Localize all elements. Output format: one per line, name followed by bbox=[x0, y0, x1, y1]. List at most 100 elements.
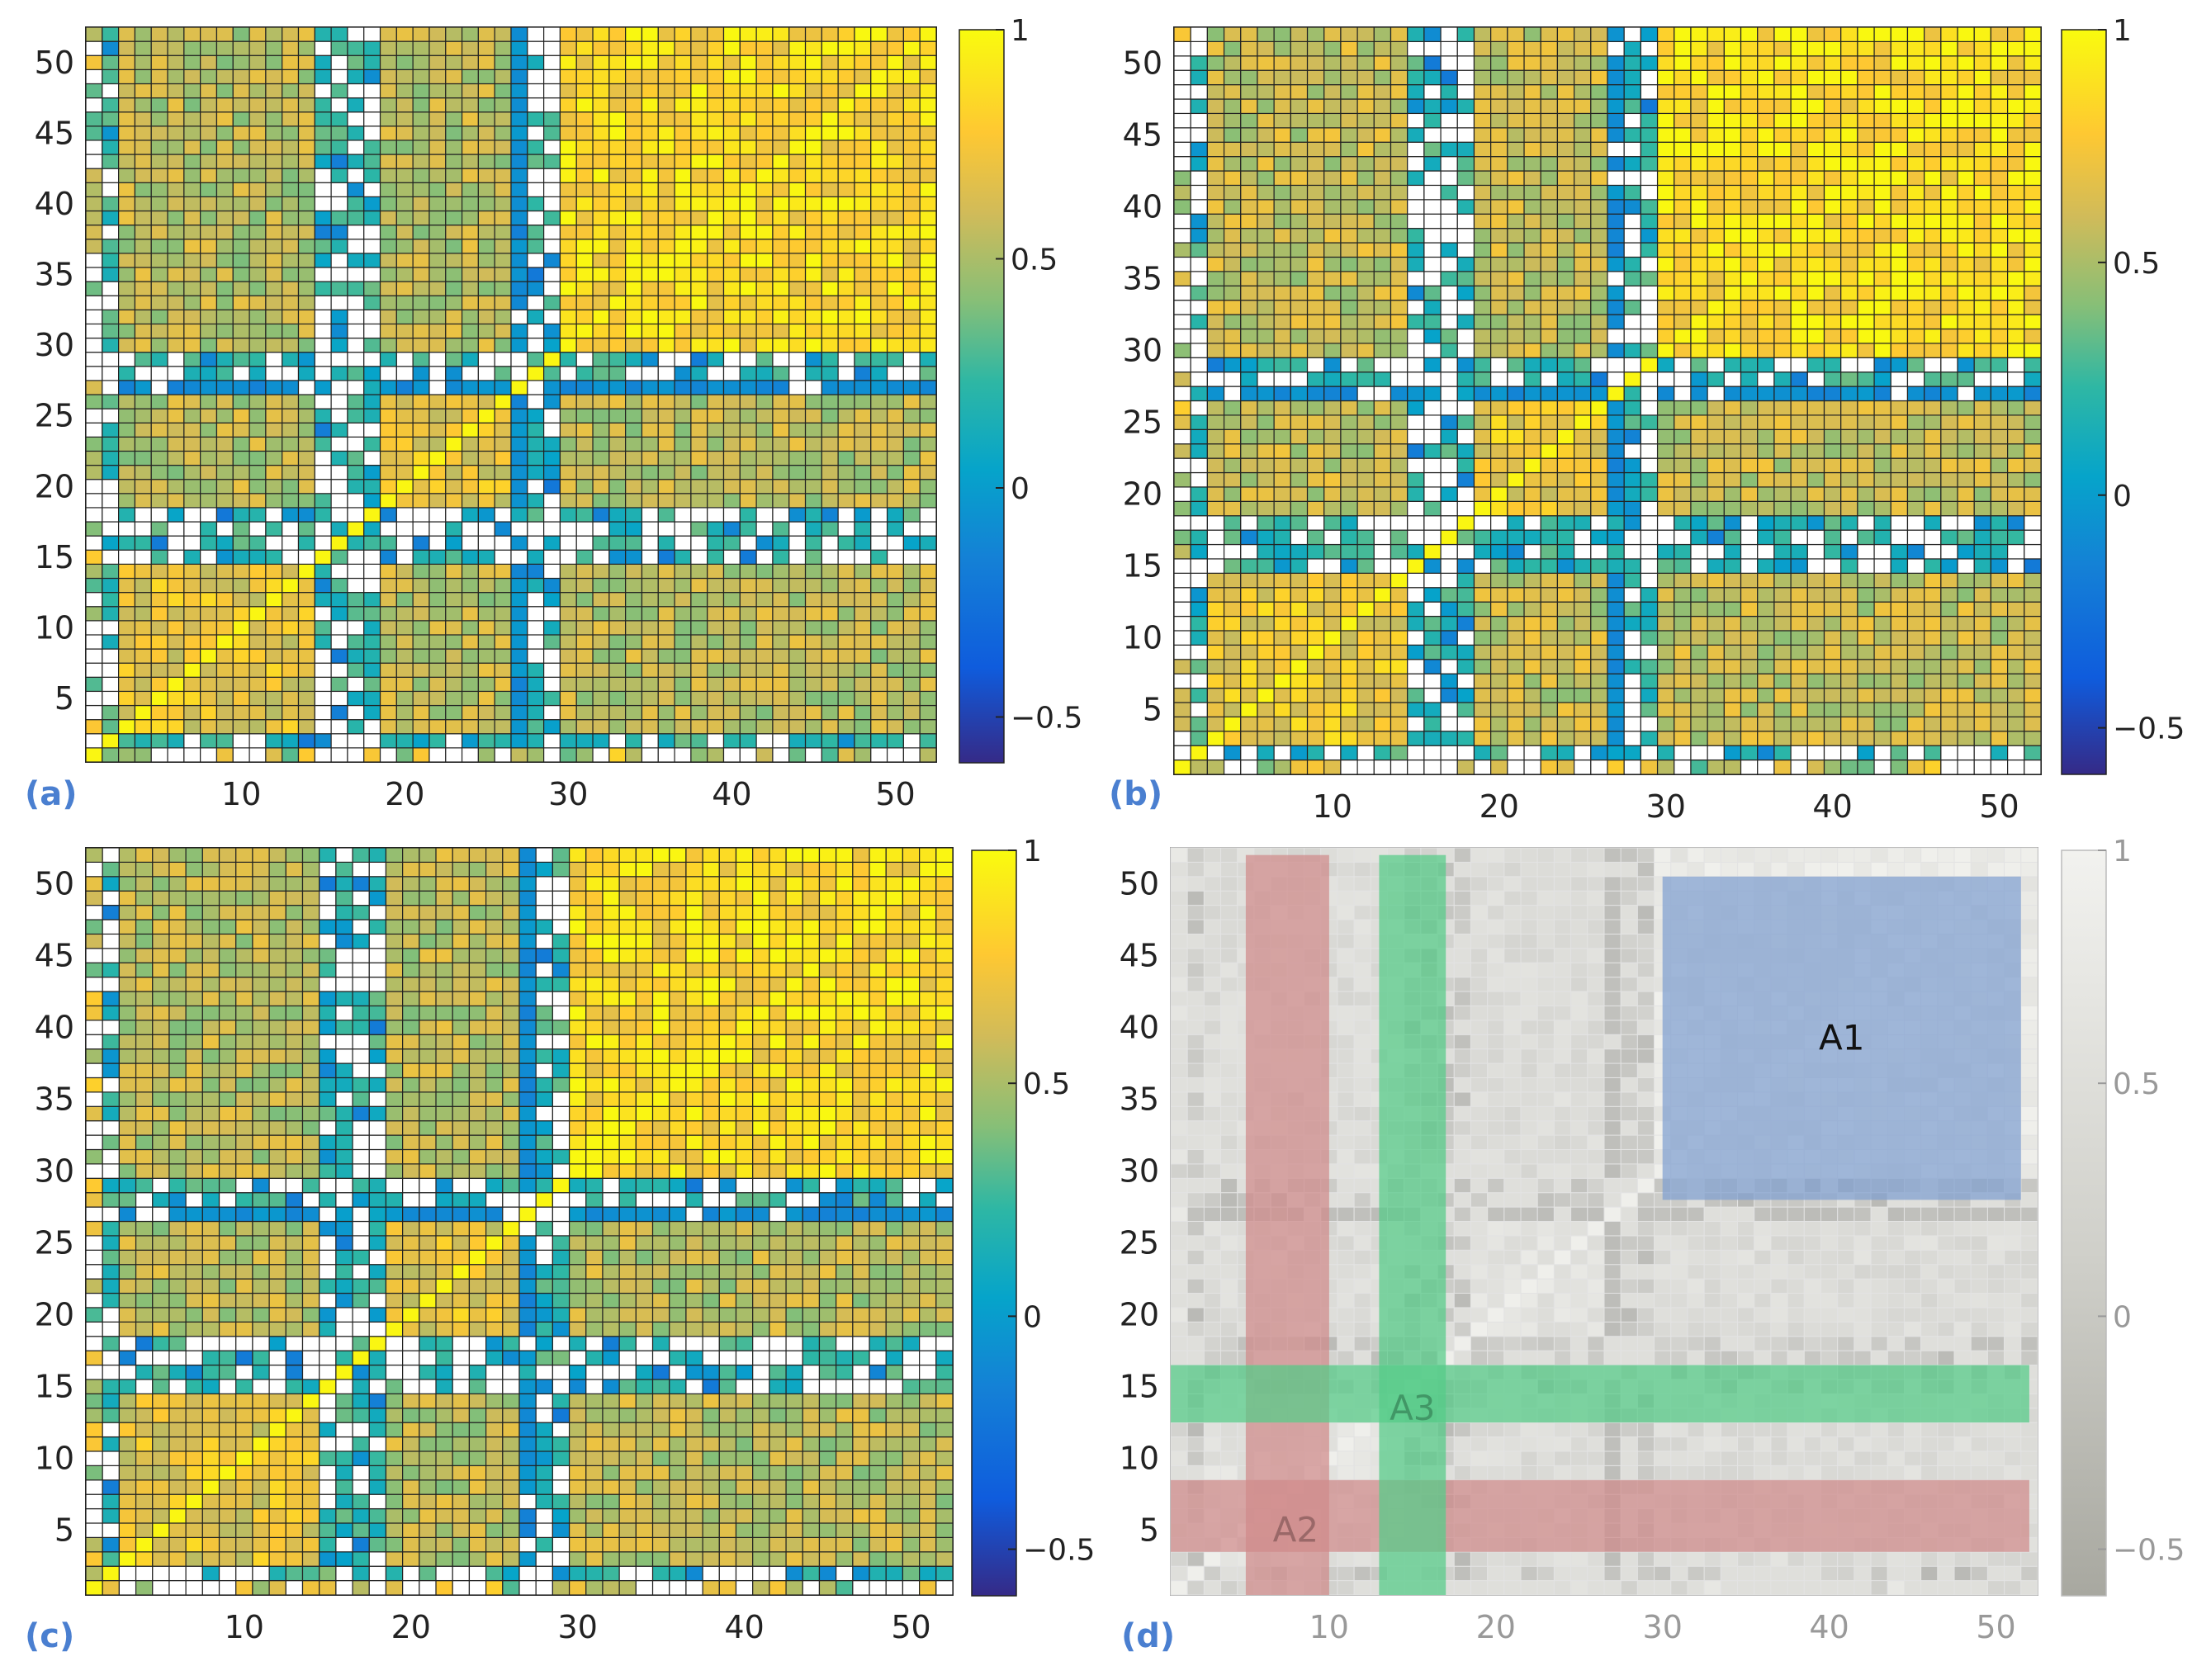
heatmap-cell bbox=[1691, 357, 1707, 371]
heatmap-cell bbox=[675, 494, 691, 508]
heatmap-cell bbox=[1557, 617, 1574, 631]
heatmap-cell bbox=[1658, 315, 1674, 329]
heatmap-cell bbox=[593, 182, 609, 196]
heatmap-cell bbox=[1640, 473, 1657, 487]
heatmap-cell bbox=[102, 182, 119, 196]
heatmap-cell bbox=[216, 367, 233, 381]
heatmap-cell bbox=[888, 324, 904, 338]
heatmap-cell bbox=[1224, 372, 1241, 386]
heatmap-cell bbox=[413, 437, 429, 451]
heatmap-cell bbox=[528, 126, 544, 140]
heatmap-cell bbox=[1457, 257, 1474, 271]
heatmap-cell bbox=[1290, 357, 1307, 371]
heatmap-cell bbox=[151, 353, 168, 367]
heatmap-cell bbox=[756, 41, 773, 55]
heatmap-cell bbox=[446, 55, 462, 69]
heatmap-cell bbox=[216, 409, 233, 423]
heatmap-cell bbox=[1658, 329, 1674, 343]
heatmap-cell bbox=[1607, 458, 1624, 472]
heatmap-cell bbox=[1557, 458, 1574, 472]
heatmap-cell bbox=[1724, 429, 1740, 443]
heatmap-cell bbox=[740, 550, 756, 564]
heatmap-cell bbox=[528, 324, 544, 338]
heatmap-cell bbox=[119, 83, 135, 97]
heatmap-cell bbox=[1341, 717, 1357, 731]
heatmap-cell bbox=[364, 593, 381, 607]
heatmap-cell bbox=[708, 41, 724, 55]
heatmap-cell bbox=[1207, 559, 1224, 573]
heatmap-cell bbox=[528, 296, 544, 310]
heatmap-cell bbox=[1308, 200, 1324, 214]
heatmap-cell bbox=[102, 494, 119, 508]
heatmap-cell bbox=[1991, 617, 2007, 631]
heatmap-cell bbox=[1524, 214, 1541, 228]
heatmap-cell bbox=[1574, 272, 1591, 286]
heatmap-cell bbox=[1308, 717, 1324, 731]
heatmap-cell bbox=[364, 239, 381, 253]
heatmap-cell bbox=[249, 41, 266, 55]
heatmap-cell bbox=[1591, 689, 1607, 703]
heatmap-cell bbox=[478, 748, 495, 762]
heatmap-cell bbox=[1491, 357, 1508, 371]
heatmap-cell bbox=[478, 564, 495, 578]
heatmap-cell bbox=[576, 126, 593, 140]
heatmap-cell bbox=[315, 437, 331, 451]
heatmap-cell bbox=[1557, 157, 1574, 171]
heatmap-cell bbox=[1907, 458, 1924, 472]
heatmap-cell bbox=[1274, 286, 1290, 300]
heatmap-cell bbox=[1774, 301, 1791, 315]
heatmap-cell bbox=[626, 154, 642, 168]
heatmap-cell bbox=[1858, 343, 1874, 357]
heatmap-cell bbox=[576, 607, 593, 621]
heatmap-cell bbox=[1874, 315, 1891, 329]
heatmap-cell bbox=[282, 677, 299, 691]
heatmap-cell bbox=[299, 310, 315, 324]
heatmap-cell bbox=[1257, 171, 1274, 185]
heatmap-cell bbox=[576, 480, 593, 494]
heatmap-cell bbox=[348, 706, 364, 720]
heatmap-cell bbox=[1191, 142, 1207, 156]
heatmap-cell bbox=[315, 564, 331, 578]
heatmap-cell bbox=[626, 41, 642, 55]
heatmap-cell bbox=[528, 593, 544, 607]
heatmap-cell bbox=[1758, 286, 1774, 300]
heatmap-cell bbox=[855, 748, 871, 762]
heatmap-cell bbox=[315, 211, 331, 225]
heatmap-cell bbox=[1174, 631, 1191, 645]
heatmap-cell bbox=[1391, 602, 1408, 616]
heatmap-cell bbox=[1474, 487, 1490, 501]
heatmap-cell bbox=[478, 282, 495, 296]
heatmap-cell bbox=[1457, 501, 1474, 515]
heatmap-cell bbox=[151, 649, 168, 663]
heatmap-cell bbox=[1408, 530, 1424, 544]
heatmap-cell bbox=[135, 112, 151, 126]
heatmap-cell bbox=[708, 69, 724, 83]
heatmap-cell bbox=[1758, 573, 1774, 587]
heatmap-cell bbox=[1941, 315, 1958, 329]
heatmap-cell bbox=[1457, 645, 1474, 659]
heatmap-cell bbox=[855, 451, 871, 465]
heatmap-cell bbox=[1557, 243, 1574, 257]
heatmap-cell bbox=[1541, 588, 1557, 602]
heatmap-cell bbox=[838, 267, 855, 282]
heatmap-cell bbox=[348, 253, 364, 267]
heatmap-cell bbox=[168, 691, 184, 705]
heatmap-cell bbox=[821, 239, 838, 253]
heatmap-cell bbox=[1974, 703, 1991, 717]
heatmap-cell bbox=[1941, 243, 1958, 257]
heatmap-cell bbox=[1758, 545, 1774, 559]
heatmap-cell bbox=[1807, 214, 1824, 228]
heatmap-cell bbox=[806, 196, 822, 211]
heatmap-cell bbox=[1408, 689, 1424, 703]
heatmap-cell bbox=[1324, 473, 1341, 487]
heatmap-cell bbox=[806, 225, 822, 239]
heatmap-cell bbox=[331, 480, 348, 494]
heatmap-cell bbox=[1958, 731, 1974, 745]
heatmap-cell bbox=[1508, 559, 1524, 573]
heatmap-cell bbox=[1257, 501, 1274, 515]
heatmap-cell bbox=[1624, 315, 1640, 329]
heatmap-cell bbox=[1391, 703, 1408, 717]
heatmap-cell bbox=[593, 211, 609, 225]
heatmap-cell bbox=[1874, 588, 1891, 602]
heatmap-cell bbox=[1224, 573, 1241, 587]
